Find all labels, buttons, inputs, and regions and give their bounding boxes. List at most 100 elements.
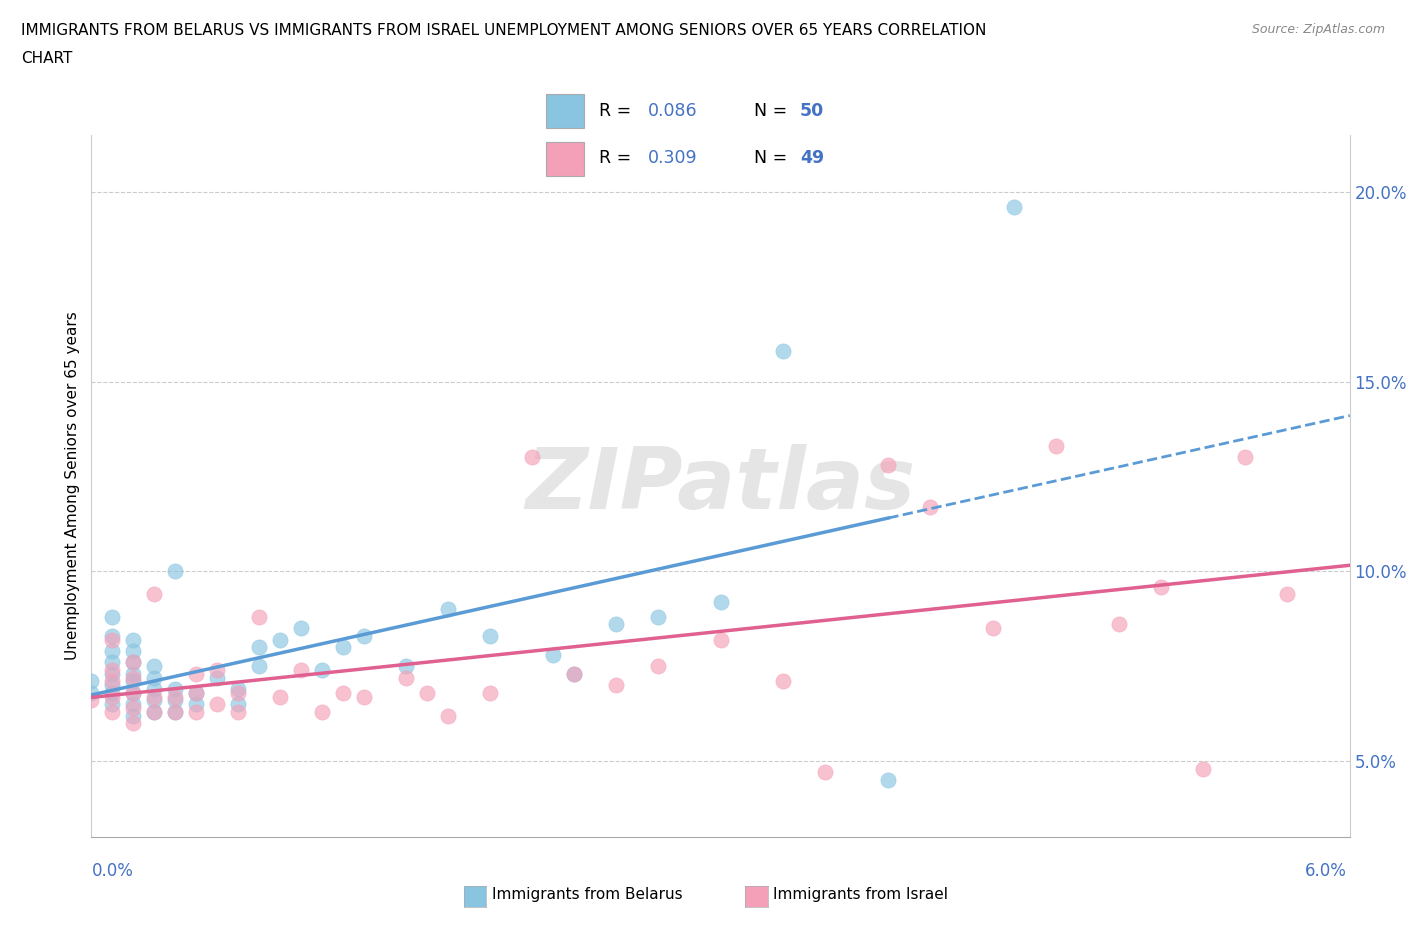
Point [772, 674, 794, 689]
Point [332, 640, 354, 655]
Point [80, 674, 103, 689]
Text: 0.0%: 0.0% [91, 862, 134, 880]
Point [101, 644, 124, 658]
Point [101, 689, 124, 704]
Point [143, 704, 166, 719]
Point [122, 700, 145, 715]
Text: Source: ZipAtlas.com: Source: ZipAtlas.com [1251, 23, 1385, 36]
Point [437, 602, 460, 617]
Point [101, 629, 124, 644]
Point [311, 704, 333, 719]
Text: 50: 50 [800, 102, 824, 120]
Text: N =: N = [755, 150, 787, 167]
Point [1150, 579, 1173, 594]
Point [647, 609, 669, 624]
Point [226, 682, 249, 697]
Point [920, 499, 942, 514]
Point [814, 765, 837, 780]
Point [395, 658, 418, 673]
Point [605, 617, 627, 631]
Point [101, 685, 124, 700]
Text: 6.0%: 6.0% [1305, 862, 1347, 880]
Point [143, 682, 166, 697]
Point [122, 655, 145, 670]
Point [562, 667, 585, 682]
Y-axis label: Unemployment Among Seniors over 65 years: Unemployment Among Seniors over 65 years [65, 312, 80, 660]
Text: N =: N = [755, 102, 787, 120]
Point [226, 685, 249, 700]
Point [101, 667, 124, 682]
Text: CHART: CHART [21, 51, 73, 66]
Point [269, 689, 291, 704]
Point [165, 689, 187, 704]
Point [290, 621, 312, 636]
Text: 0.086: 0.086 [648, 102, 697, 120]
Text: Immigrants from Belarus: Immigrants from Belarus [492, 887, 683, 902]
Point [437, 708, 460, 723]
Point [101, 632, 124, 647]
Point [269, 632, 291, 647]
Point [1108, 617, 1130, 631]
Point [165, 693, 187, 708]
Point [1192, 762, 1215, 777]
Point [101, 704, 124, 719]
Point [101, 609, 124, 624]
Point [122, 671, 145, 685]
Point [1233, 450, 1256, 465]
Point [101, 655, 124, 670]
Text: IMMIGRANTS FROM BELARUS VS IMMIGRANTS FROM ISRAEL UNEMPLOYMENT AMONG SENIORS OVE: IMMIGRANTS FROM BELARUS VS IMMIGRANTS FR… [21, 23, 987, 38]
Point [186, 704, 208, 719]
Point [226, 697, 249, 711]
Point [877, 458, 900, 472]
Point [1275, 587, 1298, 602]
Point [247, 640, 270, 655]
Point [395, 671, 418, 685]
Point [80, 685, 103, 700]
Point [122, 697, 145, 711]
Point [186, 685, 208, 700]
Text: 0.309: 0.309 [648, 150, 697, 167]
Point [122, 667, 145, 682]
Point [143, 587, 166, 602]
Text: Immigrants from Israel: Immigrants from Israel [773, 887, 948, 902]
FancyBboxPatch shape [546, 142, 583, 176]
Point [353, 689, 375, 704]
Point [772, 344, 794, 359]
Point [143, 693, 166, 708]
Point [520, 450, 543, 465]
Point [143, 671, 166, 685]
Point [205, 671, 228, 685]
Point [247, 609, 270, 624]
Point [416, 685, 439, 700]
Point [205, 697, 228, 711]
Point [205, 662, 228, 677]
Point [709, 594, 731, 609]
Point [478, 629, 501, 644]
Point [541, 647, 564, 662]
Point [562, 667, 585, 682]
Text: 49: 49 [800, 150, 824, 167]
Point [186, 697, 208, 711]
Text: R =: R = [599, 150, 631, 167]
Point [247, 658, 270, 673]
Point [311, 662, 333, 677]
Point [143, 658, 166, 673]
Point [122, 716, 145, 731]
Point [332, 685, 354, 700]
Point [186, 667, 208, 682]
Point [709, 632, 731, 647]
Point [186, 685, 208, 700]
Point [101, 662, 124, 677]
Point [877, 773, 900, 788]
FancyBboxPatch shape [546, 94, 583, 127]
Point [165, 564, 187, 578]
Point [122, 685, 145, 700]
Point [143, 704, 166, 719]
Text: ZIPatlas: ZIPatlas [526, 445, 915, 527]
Point [122, 655, 145, 670]
Point [981, 621, 1004, 636]
Point [165, 704, 187, 719]
Point [165, 682, 187, 697]
Point [353, 629, 375, 644]
Point [80, 693, 103, 708]
